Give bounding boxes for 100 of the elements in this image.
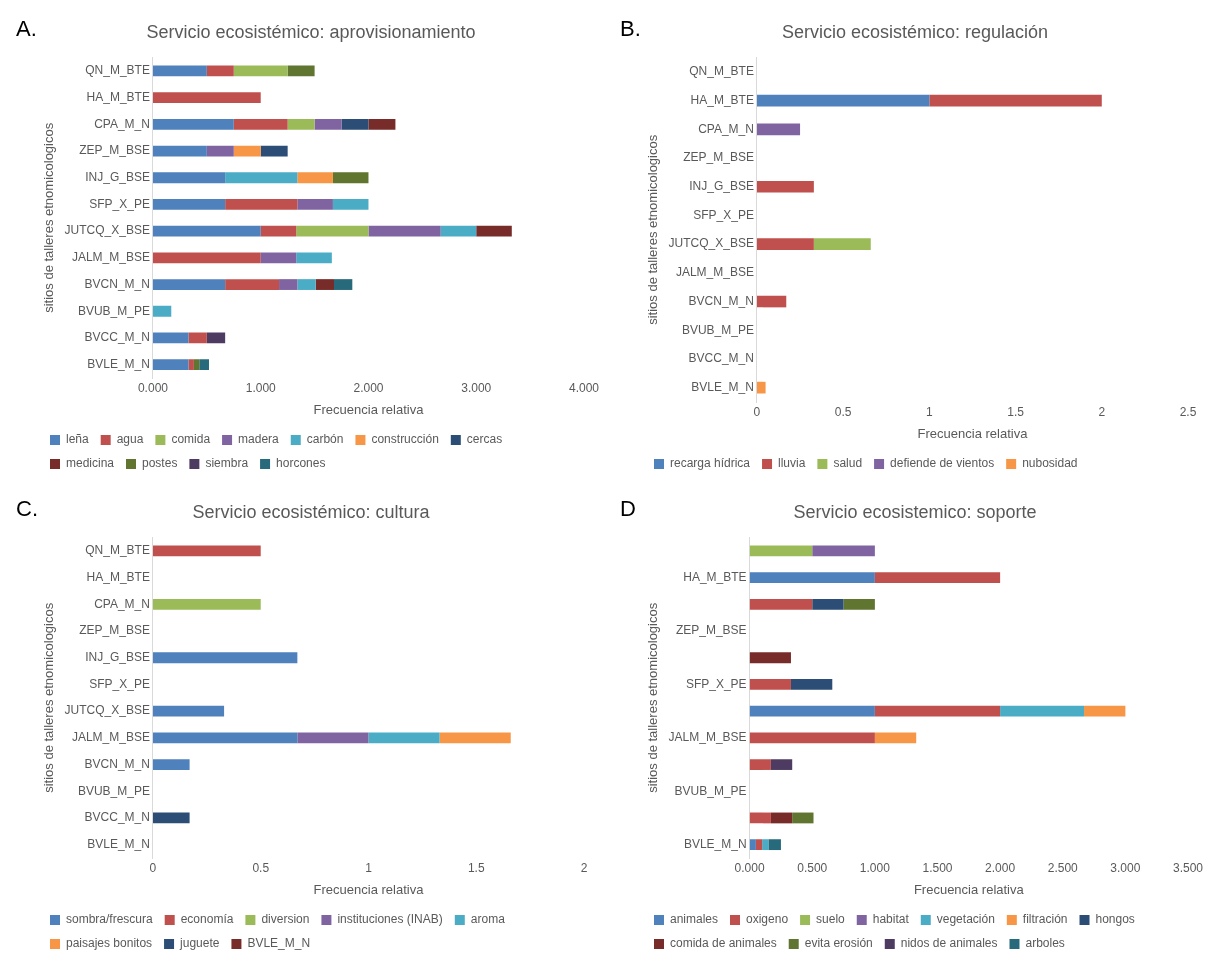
bar	[843, 598, 875, 610]
bar	[260, 252, 297, 264]
bar	[749, 812, 771, 824]
bar	[368, 225, 441, 237]
bar	[152, 759, 190, 770]
bar	[768, 839, 781, 851]
legend-label: animales	[670, 912, 719, 927]
bar	[152, 598, 261, 610]
legend-label: habitat	[872, 912, 910, 927]
chart-title: Servicio ecosistémico: aprovisionamiento	[146, 21, 476, 42]
y-tick-label: SFP_X_PE	[89, 676, 150, 691]
bar	[152, 118, 234, 130]
x-tick-label: 3.500	[1172, 860, 1204, 875]
bar	[188, 359, 194, 371]
bar	[756, 94, 930, 107]
legend-label: siembra	[205, 456, 249, 471]
y-axis-title: sitios de talleres etnomicologicos	[645, 134, 661, 325]
x-tick-label: 2.5	[1179, 404, 1197, 419]
bar	[749, 759, 771, 770]
legend-label: postes	[142, 456, 178, 471]
x-axis-title: Frecuencia relativa	[917, 425, 1029, 441]
bar	[188, 332, 207, 344]
bar	[152, 225, 261, 237]
x-tick-label: 1.5	[467, 860, 485, 875]
legend-label: comida de animales	[670, 936, 777, 951]
chart-title: Servicio ecosistémico: regulación	[781, 21, 1049, 42]
bar	[440, 225, 477, 237]
bar	[341, 118, 369, 130]
x-tick-label: 1.000	[859, 860, 891, 875]
legend-label: madera	[238, 432, 280, 447]
y-tick-label: JUTCQ_X_BSE	[64, 703, 150, 718]
y-tick-label: QN_M_BTE	[689, 64, 754, 79]
text: A.	[16, 16, 37, 42]
legend-label: hongos	[1095, 912, 1135, 927]
bar	[770, 759, 793, 770]
text: D	[620, 496, 636, 522]
x-axis-title: Frecuencia relativa	[313, 401, 425, 417]
bar	[749, 705, 875, 717]
bar	[874, 732, 917, 744]
legend-label: suelo	[816, 912, 846, 927]
y-tick-label: BVLE_M_N	[683, 836, 747, 851]
bar	[287, 118, 315, 130]
bar	[152, 812, 190, 824]
y-tick-label: BVUB_M_PE	[681, 322, 754, 337]
y-tick-label: ZEP_M_BSE	[683, 150, 754, 165]
y-tick-label: SFP_X_PE	[693, 207, 754, 222]
legend-label: recarga hídrica	[670, 456, 751, 471]
y-tick-label: JALM_M_BSE	[668, 730, 747, 745]
bar	[792, 812, 814, 824]
x-tick-label: 4.000	[568, 380, 600, 395]
bar	[260, 225, 297, 237]
x-tick-label: 2.500	[1047, 860, 1079, 875]
legend-label: instituciones (INAB)	[337, 912, 443, 927]
legend-label: BVLE_M_N	[247, 936, 311, 951]
bar	[233, 65, 288, 77]
bar	[756, 381, 766, 394]
y-tick-label: BVUB_M_PE	[77, 783, 150, 798]
bar	[152, 145, 207, 157]
bar	[749, 839, 756, 851]
y-tick-label: ZEP_M_BSE	[79, 143, 150, 158]
bar	[152, 305, 172, 317]
y-tick-label: QN_M_BTE	[85, 543, 150, 558]
text: B.	[620, 16, 641, 42]
legend-label: vegetación	[936, 912, 995, 927]
bar	[749, 598, 813, 610]
bar	[297, 199, 333, 210]
y-tick-label: HA_M_BTE	[86, 569, 150, 584]
bar	[874, 572, 1001, 584]
bar	[1000, 705, 1085, 717]
legend-label: arboles	[1025, 936, 1065, 951]
legend-label: carbón	[306, 432, 344, 447]
bar	[368, 732, 440, 744]
y-tick-label: INJ_G_BSE	[85, 170, 150, 185]
x-tick-label: 2	[1098, 404, 1106, 419]
legend-label: medicina	[66, 456, 115, 471]
bar	[260, 145, 288, 157]
bar	[749, 652, 791, 664]
bar	[152, 65, 207, 77]
bar	[756, 295, 787, 308]
bar	[439, 732, 511, 744]
legend-label: diversion	[261, 912, 310, 927]
bar	[233, 145, 261, 157]
y-tick-label: BVCC_M_N	[688, 351, 754, 366]
legend-label: agua	[116, 432, 144, 447]
x-tick-label: 2.000	[985, 860, 1016, 875]
bar	[770, 812, 793, 824]
y-tick-label: SFP_X_PE	[685, 676, 747, 691]
legend-label: sombra/frescura	[66, 912, 154, 927]
x-tick-label: 3.000	[1110, 860, 1141, 875]
y-axis-title: sitios de talleres etnomicologicos	[41, 122, 57, 313]
x-tick-label: 0.000	[734, 860, 765, 875]
y-tick-label: JALM_M_BSE	[71, 730, 150, 745]
bar	[332, 172, 369, 184]
bar	[749, 679, 791, 690]
y-tick-label: BVLE_M_N	[691, 379, 754, 394]
legend-label: cercas	[466, 432, 503, 447]
y-tick-label: BVUB_M_PE	[674, 783, 747, 798]
x-tick-label: 1	[365, 860, 373, 875]
legend-label: paisajes bonitos	[66, 936, 153, 951]
y-tick-label: CPA_M_N	[94, 596, 150, 611]
